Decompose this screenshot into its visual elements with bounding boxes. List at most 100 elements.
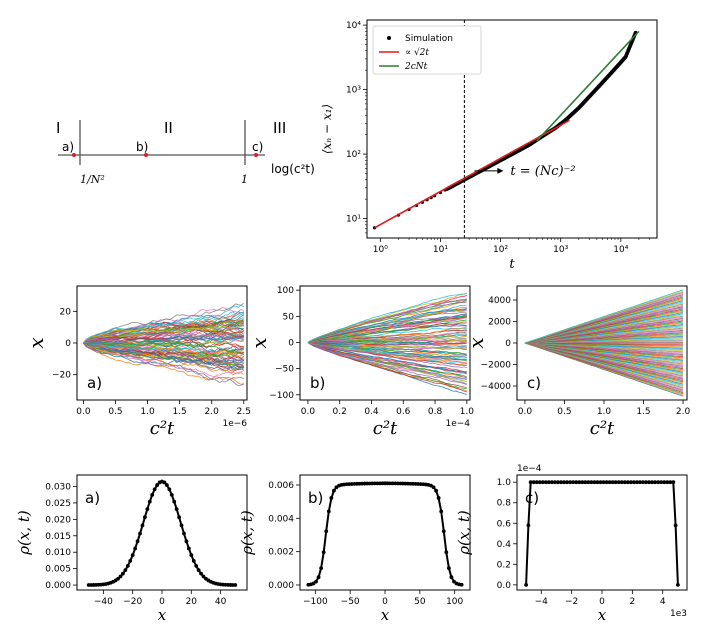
- y-tick-label: 100: [277, 286, 294, 296]
- x-tick-label: 2.0: [205, 407, 220, 417]
- density-point: [135, 539, 140, 544]
- panel-label: b): [308, 489, 323, 507]
- trajectory-line: [83, 324, 245, 344]
- density-point: [121, 571, 125, 576]
- y-tick-label: 0.030: [45, 483, 71, 493]
- regime-label-2: II: [164, 119, 173, 137]
- legend-label-simulation: Simulation: [405, 34, 453, 44]
- panel-trajectories-a: 0.0 0.5 1.0 1.5 2.0 2.5 −20 0 20 c²t x 1e−6 a): [24, 285, 251, 439]
- x-tick-label: 10³: [553, 245, 568, 255]
- density-point: [653, 480, 658, 485]
- density-point: [625, 480, 630, 485]
- x-offset-label: 1e−6: [222, 419, 247, 429]
- density-point: [150, 492, 155, 497]
- x-tick-label: 0.2: [333, 407, 347, 417]
- regime-marker-b: [144, 153, 148, 157]
- density-point: [595, 480, 600, 485]
- y-tick-label: 0.4: [497, 540, 512, 550]
- y-tick-label: 0.004: [268, 514, 294, 524]
- panel-density-a: −40 −20 0 20 40 0.000 0.005 0.010 0.015 0.020 0.02…: [15, 474, 248, 624]
- density-point: [177, 515, 181, 520]
- density-point: [155, 483, 160, 487]
- x-tick-label: −4: [535, 597, 549, 607]
- regime-marker-a: [72, 153, 76, 157]
- y-tick-label: 20: [60, 307, 72, 317]
- density-point: [607, 480, 612, 485]
- density-point: [534, 480, 539, 485]
- trajectory-line: [83, 314, 245, 344]
- density-point: [169, 492, 174, 497]
- trajectory-line: [307, 341, 467, 346]
- x-tick-label: 0.0: [518, 407, 533, 417]
- x-axis-label: c²t: [590, 418, 615, 439]
- trajectory-line: [307, 342, 467, 358]
- density-point: [665, 480, 670, 485]
- density-point: [434, 488, 438, 493]
- density-point: [329, 496, 334, 500]
- x-tick-label: 20: [186, 597, 198, 607]
- density-point: [577, 480, 582, 485]
- y-tick-label: −4000: [481, 382, 512, 392]
- trajectory-line: [307, 342, 467, 389]
- regime-marker-label-b: b): [136, 140, 148, 154]
- x-tick-label: −2: [565, 597, 578, 607]
- density-point: [125, 564, 130, 568]
- density-point: [638, 480, 642, 485]
- regime-axis-label: log(c²t): [271, 162, 315, 176]
- y-tick-label: 0.000: [45, 581, 71, 591]
- trajectory-line: [83, 321, 244, 344]
- x-offset-label: 1e3: [670, 609, 687, 619]
- trajectory-line: [83, 342, 244, 359]
- density-point: [613, 480, 618, 485]
- y-offset-label: 1e−4: [517, 464, 542, 474]
- regime-marker-c: [254, 153, 258, 157]
- density-point: [553, 480, 557, 485]
- annotation-label: t = (Nc)⁻²: [510, 164, 575, 179]
- series-sqrt-fit: [374, 119, 570, 229]
- trajectory-line: [524, 289, 684, 344]
- x-axis-label: x: [158, 606, 167, 624]
- density-point: [650, 480, 654, 485]
- plot-frame: [366, 19, 658, 239]
- density-point: [571, 480, 576, 485]
- panel-label: a): [87, 374, 102, 392]
- x-tick-label: 2: [629, 597, 635, 607]
- density-curve: [88, 480, 236, 586]
- x-tick-label: 0.5: [557, 407, 571, 417]
- density-point: [610, 480, 615, 485]
- y-tick-label: 0.020: [45, 515, 71, 525]
- density-point: [431, 485, 436, 490]
- trajectory-lines: [307, 292, 467, 395]
- x-tick-label: 1.0: [460, 407, 475, 417]
- y-tick-label: 10¹: [346, 215, 361, 225]
- density-point: [673, 523, 678, 528]
- y-axis-label: x: [24, 337, 48, 348]
- density-point: [635, 480, 639, 485]
- plot-frame: [76, 474, 248, 591]
- density-point: [459, 582, 464, 587]
- x-axis-label: t: [509, 257, 515, 272]
- trajectory-line: [307, 308, 467, 343]
- density-point: [671, 480, 676, 485]
- density-point: [659, 480, 664, 485]
- y-tick-label: 0.6: [497, 519, 512, 529]
- density-point: [332, 488, 336, 493]
- density-point: [656, 480, 661, 485]
- y-tick-label: 0.006: [268, 481, 294, 491]
- density-point: [550, 480, 554, 485]
- trajectory-line: [83, 337, 244, 348]
- trajectory-line: [307, 332, 467, 343]
- x-axis-label: c²t: [373, 418, 398, 439]
- panel-label: c): [527, 374, 541, 392]
- y-tick-label: 0.0: [497, 581, 512, 591]
- panel-label: b): [310, 374, 325, 392]
- density-point: [172, 499, 177, 504]
- density-point: [162, 480, 167, 485]
- density-point: [189, 553, 194, 558]
- x-tick-label: 10⁰: [373, 245, 388, 255]
- y-tick-label: 0.000: [268, 581, 294, 591]
- x-tick-label: 40: [215, 597, 227, 607]
- panel-trajectories-b: 0.0 0.2 0.4 0.6 0.8 1.0 −100 −50 0 50 100 c²t x 1e−4 b…: [247, 285, 475, 439]
- x-axis-label: c²t: [150, 418, 175, 439]
